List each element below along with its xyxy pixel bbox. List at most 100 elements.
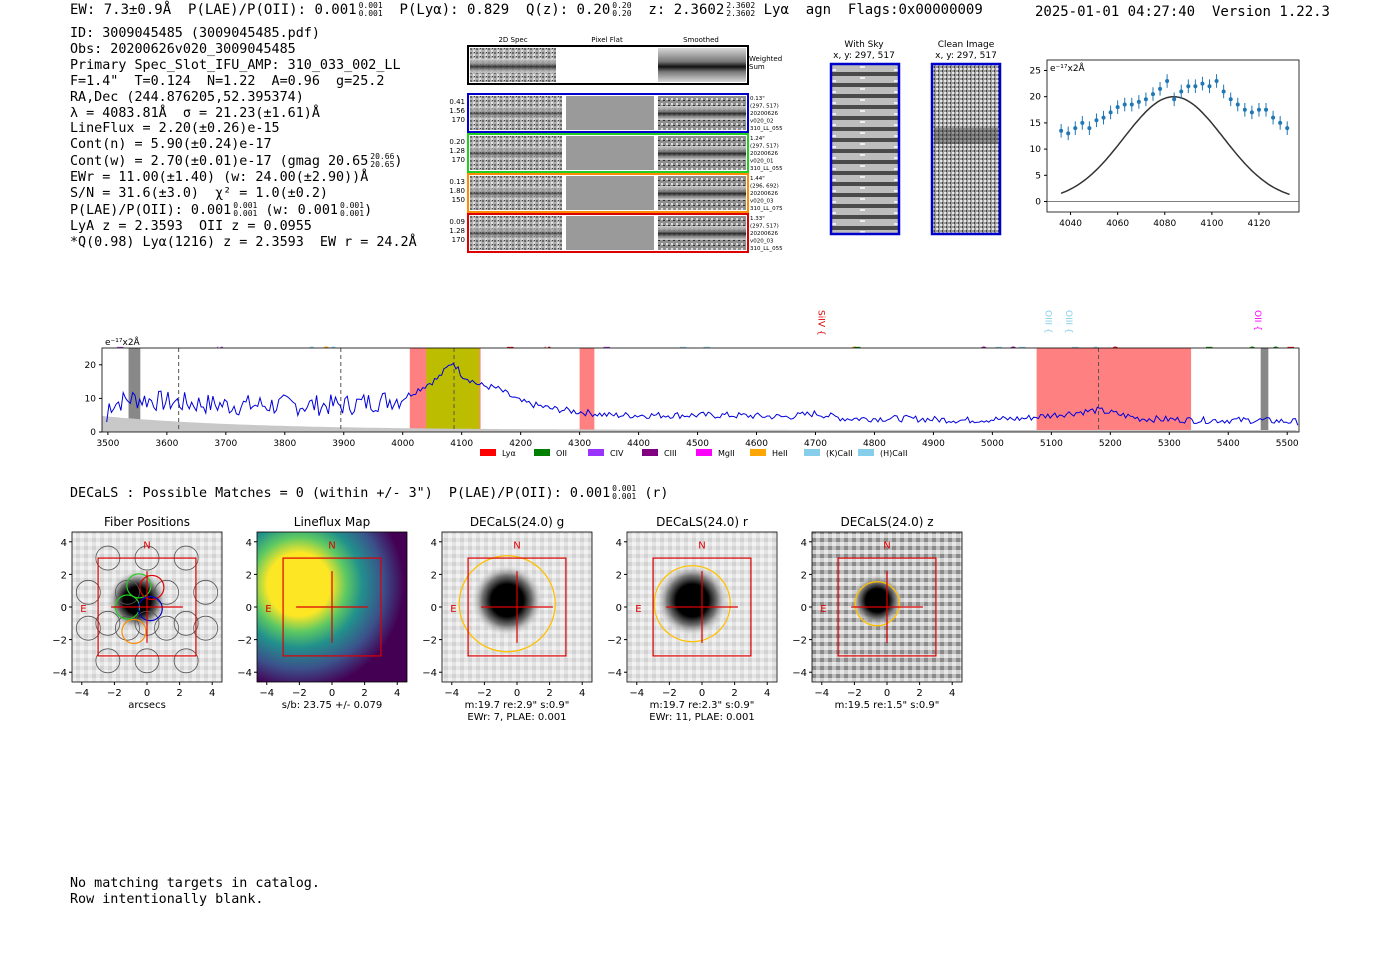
cutout-row-frame bbox=[467, 133, 749, 173]
zoom-point bbox=[1228, 97, 1233, 102]
cutout-left-label: 0.20 bbox=[449, 138, 465, 146]
weighted-label: Weighted bbox=[749, 55, 782, 63]
spec-xtick-label: 5500 bbox=[1276, 439, 1299, 449]
cutout-right-label: (297, 517) bbox=[750, 144, 779, 150]
panel-ytick-label: −2 bbox=[237, 636, 252, 647]
panel-ytick-label: −4 bbox=[792, 668, 807, 679]
spec-xtick-label: 4900 bbox=[922, 439, 945, 449]
clean-xy: x, y: 297, 517 bbox=[935, 51, 997, 61]
spec-xtick-label: 5200 bbox=[1099, 439, 1122, 449]
panel-xtick-label: 2 bbox=[176, 688, 182, 699]
spec-unit-label: e⁻¹⁷x2Å bbox=[105, 336, 141, 348]
zoom-xtick-label: 4120 bbox=[1248, 219, 1271, 229]
zoom-point bbox=[1108, 110, 1113, 115]
cutout-left-label: 1.80 bbox=[449, 187, 465, 195]
panel-fiber: Fiber Positions N E −4 −4 −2 −2 0 0 2 2 4 4 arcsecs bbox=[52, 515, 223, 711]
search-box bbox=[837, 557, 937, 657]
fiber-red bbox=[139, 574, 165, 601]
catalog-footer: No matching targets in catalog. Row inten… bbox=[70, 876, 320, 907]
cutout-pixelflat bbox=[566, 136, 654, 170]
panel-caption: s/b: 23.75 +/- 0.079 bbox=[282, 700, 382, 711]
zoom-point bbox=[1256, 107, 1261, 112]
ewr-line: EWr = 11.00(±1.40) (w: 24.00(±2.90))Å bbox=[70, 170, 369, 186]
zoom-chart: e⁻¹⁷x2Å 4040 4060 4080 4100 4120 0 5 10 15 20 25 bbox=[1030, 59, 1300, 229]
panel-xtick-label: 2 bbox=[916, 688, 922, 699]
panel-xtick-label: −4 bbox=[74, 688, 89, 699]
image-panels: Fiber Positions N E −4 −4 −2 −2 0 0 2 2 4 4 arcsecs Li… bbox=[52, 515, 963, 723]
cutout-smoothed-band bbox=[658, 106, 746, 120]
plae-line: P(LAE)/P(OII): 0.001 0.001 0.001 (w: 0.001… bbox=[70, 200, 373, 218]
panel-xtick-label: −2 bbox=[847, 688, 862, 699]
with-sky-xy: x, y: 297, 517 bbox=[833, 51, 895, 61]
lambda-line: λ = 4083.81Å σ = 21.23(±1.61)Å bbox=[70, 105, 320, 121]
panel-ytick-label: 2 bbox=[431, 570, 437, 581]
zoom-model-line bbox=[1060, 95, 1290, 196]
zoom-point bbox=[1278, 120, 1283, 125]
cutout-2dspec-band bbox=[470, 187, 562, 199]
spec-ytick-label: 0 bbox=[90, 428, 96, 438]
cutout-right-label: 310_LL_055 bbox=[750, 126, 783, 132]
spec-xtick-label: 3900 bbox=[332, 439, 355, 449]
legend-swatch bbox=[480, 449, 496, 456]
panel-xtick-label: 0 bbox=[699, 688, 705, 699]
cutout-2dspec-band bbox=[470, 107, 562, 119]
panel-xtick-label: −2 bbox=[107, 688, 122, 699]
zoom-point bbox=[1249, 110, 1254, 115]
source-blob bbox=[851, 574, 904, 627]
panel-xtick-label: 2 bbox=[731, 688, 737, 699]
cutout-row-frame bbox=[467, 173, 749, 213]
plae-value: P(LAE)/P(OII): 0.001 bbox=[188, 2, 357, 18]
north-label: N bbox=[143, 540, 150, 551]
panel-caption: m:19.7 re:2.9" s:0.9" bbox=[465, 700, 570, 711]
spec-ytick-label: 10 bbox=[85, 394, 97, 404]
fiber-circle bbox=[95, 648, 121, 674]
timestamp-version: 2025-01-01 04:27:40 Version 1.22.3 bbox=[1035, 4, 1330, 20]
panel-ytick-label: −4 bbox=[237, 668, 252, 679]
col-label-2dspec: 2D Spec bbox=[498, 36, 527, 44]
fiber-orange bbox=[121, 618, 147, 645]
panel-ytick-label: 0 bbox=[801, 603, 807, 614]
panel-xtick-label: −2 bbox=[477, 688, 492, 699]
sn-line: S/N = 31.6(±3.0) χ² = 1.0(±0.2) bbox=[70, 186, 328, 202]
cutout-right-label: (296, 692) bbox=[750, 184, 779, 190]
north-label: N bbox=[883, 540, 890, 551]
search-box bbox=[652, 557, 752, 657]
fiber-green bbox=[126, 573, 152, 599]
cutout-smoothed-band bbox=[658, 226, 746, 240]
cutout-left-label: 0.13 bbox=[449, 178, 465, 186]
panel-ytick-label: 2 bbox=[616, 570, 622, 581]
search-box bbox=[467, 557, 567, 657]
zoom-point bbox=[1066, 131, 1071, 136]
spec-red-band bbox=[1036, 348, 1192, 432]
q-line: *Q(0.98) Lyα(1216) z = 2.3593 EW r = 24.… bbox=[70, 234, 417, 250]
contw-line: Cont(w) = 2.70(±0.01)e-17 (gmag 20.65 20.… bbox=[70, 152, 403, 170]
zoom-xtick-label: 4080 bbox=[1153, 219, 1176, 229]
spectrum-chart: HeII {SiIV {OIII {CIV {OIII {NV {SiII {H… bbox=[85, 310, 1300, 458]
zoom-point bbox=[1087, 126, 1092, 131]
east-label: E bbox=[820, 604, 826, 615]
zoom-ytick-label: 20 bbox=[1030, 93, 1042, 103]
zoom-xtick-label: 4040 bbox=[1059, 219, 1082, 229]
cutout-right-label: 310_LL_055 bbox=[750, 166, 783, 172]
cutout-right-label: (297, 517) bbox=[750, 224, 779, 230]
panel-xtick-label: 4 bbox=[394, 688, 400, 699]
zoom-point bbox=[1165, 78, 1170, 83]
legend-label: (H)CaII bbox=[880, 449, 907, 458]
cutout-row-frame bbox=[467, 213, 749, 253]
line-id: Lyα bbox=[763, 2, 789, 18]
panel-ytick-label: 4 bbox=[431, 538, 437, 549]
cutout-2dspec-band bbox=[470, 227, 562, 239]
zoom-point bbox=[1264, 107, 1269, 112]
fiber-circle bbox=[154, 579, 179, 605]
zoom-point bbox=[1172, 97, 1177, 102]
panel-xtick-label: 0 bbox=[144, 688, 150, 699]
fiber-circle bbox=[75, 615, 101, 641]
fiber-circle bbox=[75, 579, 101, 605]
primary-line: Primary Spec_Slot_IFU_AMP: 310_033_002_L… bbox=[70, 57, 401, 73]
cutout-left-label: 170 bbox=[452, 116, 465, 124]
panel-xtick-label: 2 bbox=[361, 688, 367, 699]
cutout-right-label: 0.13" bbox=[750, 96, 765, 102]
zoom-point bbox=[1101, 115, 1106, 120]
cutout-right-label: 20200626 bbox=[750, 111, 778, 117]
cutout-right-label: v020_03 bbox=[750, 199, 774, 205]
